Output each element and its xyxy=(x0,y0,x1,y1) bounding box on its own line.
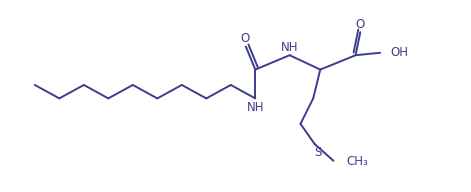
Text: S: S xyxy=(314,146,321,159)
Text: NH: NH xyxy=(281,41,299,54)
Text: CH₃: CH₃ xyxy=(347,155,368,168)
Text: OH: OH xyxy=(390,46,408,59)
Text: O: O xyxy=(240,32,250,45)
Text: NH: NH xyxy=(246,101,264,113)
Text: O: O xyxy=(356,18,365,31)
